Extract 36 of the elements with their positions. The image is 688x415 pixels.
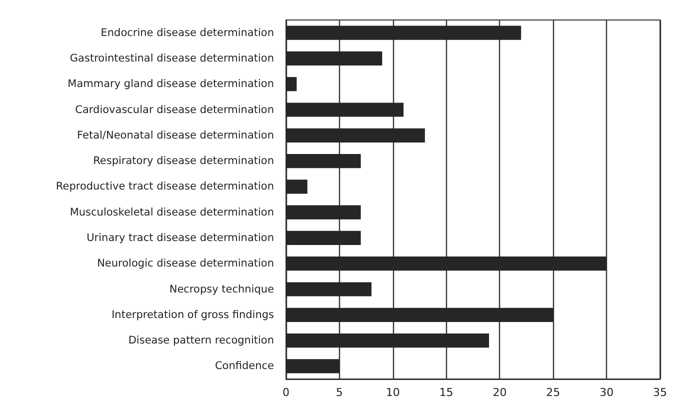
bar: [286, 256, 607, 271]
bar: [286, 51, 382, 66]
y-tick-label: Disease pattern recognition: [128, 334, 274, 347]
x-tick-label: 25: [546, 386, 560, 399]
bar: [286, 180, 308, 194]
x-tick-label: 35: [653, 386, 667, 399]
bar: [286, 333, 490, 348]
x-tick-label: 5: [336, 386, 343, 399]
y-tick-label: Gastrointestinal disease determination: [70, 52, 274, 64]
bar: [286, 128, 425, 142]
x-tick-label: 15: [439, 386, 454, 399]
y-tick-label: Urinary tract disease determination: [86, 232, 274, 244]
y-tick-label: Fetal/Neonatal disease determination: [77, 129, 274, 142]
y-tick-label: Neurologic disease determination: [97, 258, 274, 270]
y-tick-label: Reproductive tract disease determination: [56, 180, 274, 193]
x-tick-label: 20: [492, 386, 507, 399]
bar: [286, 154, 361, 168]
bar: [286, 282, 372, 296]
x-tick-label: 0: [282, 386, 290, 399]
x-tick-label: 30: [600, 386, 614, 399]
y-tick-label: Cardiovascular disease determination: [75, 104, 274, 116]
bar: [286, 230, 361, 246]
bar: [286, 26, 522, 40]
y-tick-label: Necropsy technique: [169, 283, 274, 296]
y-tick-label: Confidence: [214, 360, 274, 372]
bar: [286, 205, 361, 220]
x-tick-label: 10: [386, 386, 400, 399]
y-tick-label: Interpretation of gross findings: [112, 308, 274, 321]
bar: [286, 308, 554, 322]
bar: [286, 77, 297, 92]
y-tick-label: Mammary gland disease determination: [68, 78, 274, 90]
y-tick-label: Musculoskeletal disease determination: [70, 206, 274, 218]
y-tick-label: Endocrine disease determination: [100, 26, 274, 39]
y-tick-label: Respiratory disease determination: [93, 155, 274, 168]
bar: [286, 359, 340, 374]
bar: [286, 102, 404, 117]
